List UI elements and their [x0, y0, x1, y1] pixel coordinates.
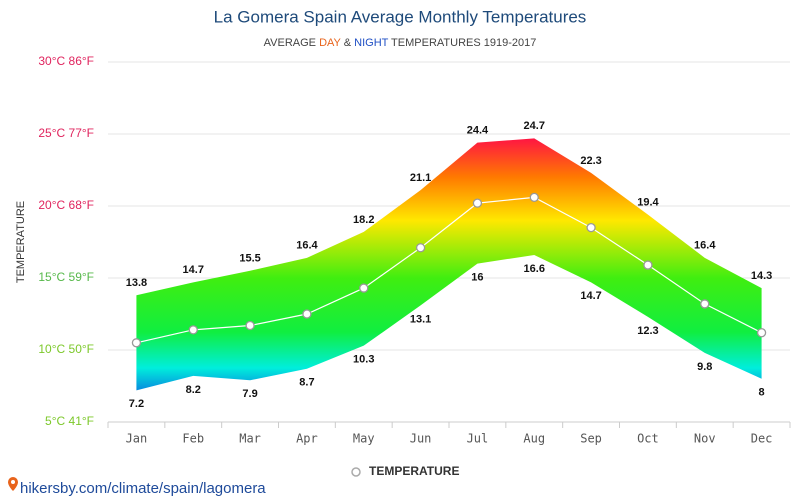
- high-label: 24.4: [467, 125, 489, 137]
- legend-marker: [351, 467, 361, 477]
- chart-title: La Gomera Spain Average Monthly Temperat…: [214, 7, 587, 26]
- chart-subtitle: AVERAGE DAY & NIGHT TEMPERATURES 1919-20…: [264, 37, 537, 49]
- high-label: 15.5: [239, 253, 260, 265]
- x-tick-label: May: [353, 432, 375, 446]
- high-label: 14.7: [183, 264, 204, 276]
- high-label: 22.3: [580, 155, 601, 167]
- average-point: [472, 198, 483, 208]
- high-label: 21.1: [410, 172, 431, 184]
- average-point: [529, 192, 539, 203]
- x-tick-label: Sep: [580, 432, 602, 446]
- low-label: 7.2: [129, 398, 144, 410]
- y-tick-label: 15°C 59°F: [38, 270, 94, 284]
- high-label: 19.4: [637, 197, 659, 209]
- average-point: [188, 325, 198, 335]
- subtitle-part: TEMPERATURES 1919-2017: [391, 37, 536, 49]
- average-point: [302, 309, 312, 319]
- x-tick-label: Jul: [467, 432, 489, 446]
- low-label: 16: [471, 272, 483, 284]
- y-tick-label: 10°C 50°F: [38, 342, 94, 356]
- x-tick-label: Jan: [126, 432, 148, 446]
- high-label: 16.4: [694, 240, 716, 252]
- low-label: 8: [759, 387, 765, 399]
- high-label: 16.4: [296, 240, 318, 252]
- y-axis-label: TEMPERATURE: [15, 201, 27, 283]
- subtitle-night: NIGHT: [354, 37, 389, 49]
- low-label: 9.8: [697, 361, 712, 373]
- x-tick-label: Mar: [239, 432, 261, 446]
- low-label: 13.1: [410, 313, 431, 325]
- average-point: [245, 320, 255, 331]
- subtitle-part: AVERAGE: [264, 37, 316, 49]
- low-label: 12.3: [637, 325, 658, 337]
- x-tick-label: Jun: [410, 432, 432, 446]
- subtitle-day: DAY: [319, 37, 341, 49]
- low-label: 14.7: [580, 290, 601, 302]
- x-tick-label: Aug: [523, 432, 545, 446]
- y-tick-label: 30°C 86°F: [38, 54, 94, 68]
- y-tick-label: 5°C 41°F: [45, 414, 94, 428]
- high-label: 24.7: [524, 120, 545, 132]
- average-point: [586, 222, 596, 233]
- high-label: 13.8: [126, 277, 147, 289]
- average-point: [700, 299, 710, 309]
- y-tick-label: 25°C 77°F: [38, 126, 94, 140]
- average-line: [136, 196, 762, 344]
- y-tick-label: 20°C 68°F: [38, 198, 94, 212]
- x-tick-label: Apr: [296, 432, 318, 446]
- high-label: 14.3: [751, 270, 772, 282]
- temperature-range: [136, 138, 762, 391]
- low-label: 10.3: [353, 354, 374, 366]
- x-tick-label: Dec: [751, 432, 773, 446]
- low-label: 8.2: [186, 384, 201, 396]
- footer: hikersby.com/climate/spain/lagomera: [8, 477, 266, 497]
- average-point: [643, 260, 653, 270]
- average-point: [359, 283, 369, 293]
- low-label: 8.7: [299, 377, 314, 389]
- pin-dot: [11, 480, 15, 484]
- low-label: 16.6: [524, 263, 545, 275]
- average-point: [131, 338, 142, 348]
- footer-link[interactable]: hikersby.com/climate/spain/lagomera: [20, 480, 266, 497]
- x-tick-label: Feb: [182, 432, 204, 446]
- average-point: [415, 243, 426, 253]
- x-tick-label: Oct: [637, 432, 659, 446]
- average-point: [756, 328, 767, 338]
- legend-label: TEMPERATURE: [369, 464, 459, 478]
- high-label: 18.2: [353, 214, 374, 226]
- subtitle-part: &: [344, 37, 352, 49]
- x-tick-label: Nov: [694, 432, 716, 446]
- low-label: 7.9: [242, 388, 257, 400]
